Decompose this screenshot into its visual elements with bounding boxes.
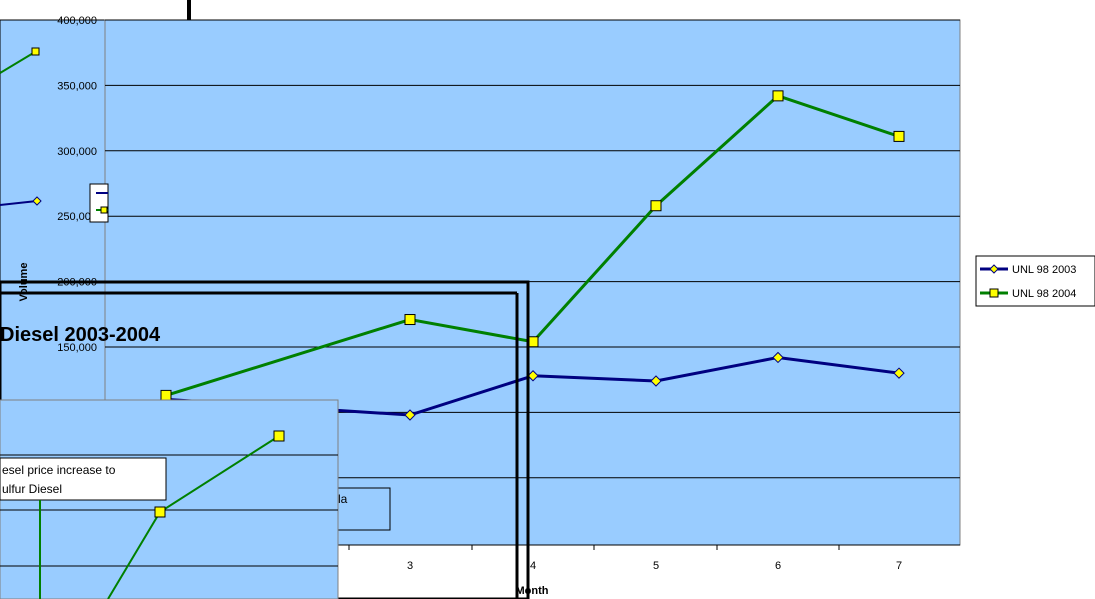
legend [975,255,1095,307]
series-2003-point [404,409,416,421]
x-tick-label: 6 [775,560,781,572]
x-tick-label: 4 [530,560,536,572]
y-tick-label: 250,000 [57,211,97,223]
x-axis-ticks: 3 4 5 6 7 [348,545,902,572]
series-2004-point [650,200,662,212]
y-tick-label: 300,000 [57,146,97,158]
series-2003-point [527,370,539,382]
series-2003-point [650,375,662,387]
series-2004-line [165,94,900,397]
series-2003-line [165,355,900,417]
legend-2004-marker [989,288,999,298]
background-series-2004-line [0,51,36,74]
background-plot-area [0,19,106,401]
note-box-text: la [338,492,348,506]
x-tick-label: 5 [653,560,659,572]
series-2003-point [772,351,784,364]
inset-annotation-line-1: esel price increase to [2,463,116,477]
series-2004-point [893,130,905,142]
background-series-2004-marker [31,47,40,56]
series-2003-point [893,367,905,379]
y-tick-label: 400,000 [57,15,97,27]
y-tick-label: 150,000 [57,342,97,354]
y-tick-label: 350,000 [57,80,97,92]
background-series-2003-line [0,200,38,206]
note-box [329,487,391,531]
background-series-2003-marker [32,196,42,206]
x-axis-title: Month [516,585,549,597]
x-tick-label: 3 [407,560,413,572]
series-2004-point [772,90,784,102]
inset-annotation-box [0,457,167,501]
series-2004-point [404,314,416,326]
inset-series-marker [154,506,166,518]
series-2004-point [160,389,172,401]
legend-2004-label: UNL 98 2004 [1012,288,1076,300]
x-tick-label: 7 [896,560,902,572]
legend-2003-label: UNL 98 2003 [1012,264,1076,276]
series-layer [160,90,905,421]
legend-2003-marker [989,264,999,274]
overlay-frame-outer [0,280,530,599]
chart-title: Diesel 2003-2004 [0,324,161,346]
inset-annotation-line-2: ulfur Diesel [2,482,62,496]
legend-fragment-2004-marker [100,206,108,214]
inset-series-marker [273,430,285,442]
legend-fragment [89,183,109,223]
